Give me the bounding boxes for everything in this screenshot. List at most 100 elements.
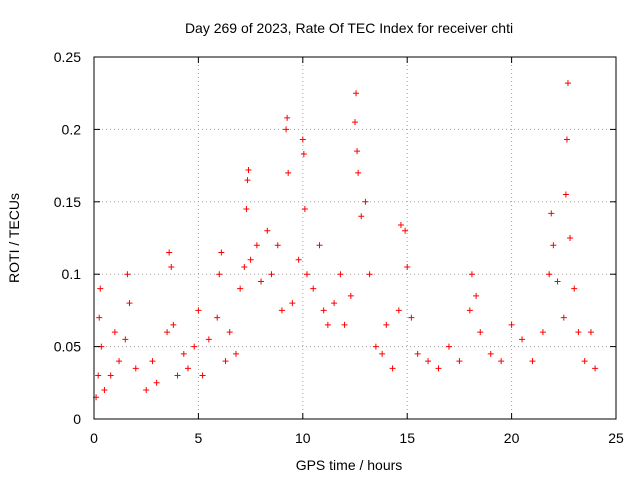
data-point xyxy=(539,329,546,336)
data-point xyxy=(466,307,473,314)
data-point xyxy=(562,191,569,198)
data-point xyxy=(166,249,173,256)
data-point xyxy=(122,336,129,343)
data-point xyxy=(180,350,187,357)
data-point xyxy=(408,314,415,321)
data-point xyxy=(274,242,281,249)
data-point xyxy=(285,169,292,176)
data-point xyxy=(477,329,484,336)
chart-title: Day 269 of 2023, Rate Of TEC Index for r… xyxy=(185,20,513,36)
data-point xyxy=(243,206,250,213)
data-point xyxy=(310,285,317,292)
data-point xyxy=(554,278,561,285)
data-point xyxy=(205,336,212,343)
x-tick-label: 20 xyxy=(504,430,520,446)
data-point xyxy=(402,227,409,234)
y-tick-label: 0.2 xyxy=(62,121,82,137)
x-tick-label: 15 xyxy=(399,430,415,446)
data-point xyxy=(425,358,432,365)
data-point xyxy=(563,136,570,143)
data-point xyxy=(124,271,131,278)
data-point xyxy=(199,372,206,379)
axis-layer: 0 5 10 15 20 25 0 0.05 0.1 0.15 0.2 0.25 xyxy=(54,49,624,446)
data-point xyxy=(258,278,265,285)
data-point xyxy=(214,314,221,321)
data-point xyxy=(268,271,275,278)
data-point xyxy=(299,136,306,143)
data-point xyxy=(353,90,360,97)
data-point xyxy=(341,321,348,328)
data-point xyxy=(300,151,307,158)
data-point xyxy=(337,271,344,278)
data-point xyxy=(132,365,139,372)
y-axis-label: ROTI / TECUs xyxy=(6,193,22,283)
data-point xyxy=(372,343,379,350)
x-tick-label: 10 xyxy=(295,430,311,446)
data-point xyxy=(245,166,252,173)
data-point xyxy=(247,256,254,263)
data-point xyxy=(587,329,594,336)
data-point xyxy=(107,372,114,379)
data-point xyxy=(149,358,156,365)
data-point xyxy=(97,285,104,292)
data-point xyxy=(395,307,402,314)
data-point xyxy=(284,114,291,121)
data-point xyxy=(116,358,123,365)
data-point xyxy=(295,256,302,263)
data-point xyxy=(95,372,102,379)
data-point xyxy=(383,321,390,328)
data-point xyxy=(366,271,373,278)
y-tick-label: 0.15 xyxy=(54,194,81,210)
data-point xyxy=(126,300,133,307)
data-point xyxy=(397,221,404,228)
data-point xyxy=(362,198,369,205)
data-point xyxy=(264,227,271,234)
data-point xyxy=(216,271,223,278)
data-point xyxy=(529,358,536,365)
data-point xyxy=(174,372,181,379)
data-point xyxy=(320,307,327,314)
data-point xyxy=(354,148,361,155)
data-point xyxy=(508,321,515,328)
data-point xyxy=(564,80,571,87)
data-point xyxy=(571,285,578,292)
data-point xyxy=(153,379,160,386)
data-point xyxy=(191,343,198,350)
points-layer xyxy=(93,80,599,401)
data-point xyxy=(232,350,239,357)
data-point xyxy=(168,263,175,270)
data-point xyxy=(548,210,555,217)
data-point xyxy=(96,314,103,321)
data-point xyxy=(226,329,233,336)
x-tick-label: 0 xyxy=(90,430,98,446)
data-point xyxy=(468,271,475,278)
data-point xyxy=(435,365,442,372)
data-point xyxy=(218,249,225,256)
data-point xyxy=(324,321,331,328)
data-point xyxy=(184,365,191,372)
data-point xyxy=(316,242,323,249)
data-point xyxy=(358,213,365,220)
data-point xyxy=(303,271,310,278)
data-point xyxy=(550,242,557,249)
data-point xyxy=(519,336,526,343)
y-tick-label: 0.25 xyxy=(54,49,81,65)
data-point xyxy=(111,329,118,336)
x-tick-label: 5 xyxy=(195,430,203,446)
data-point xyxy=(352,119,358,126)
data-point xyxy=(347,292,354,299)
data-point xyxy=(195,307,202,314)
data-point xyxy=(101,387,108,394)
data-point xyxy=(244,177,251,184)
data-point xyxy=(355,169,362,176)
data-point xyxy=(143,387,150,394)
grid-layer xyxy=(94,57,616,419)
y-tick-label: 0.05 xyxy=(54,339,81,355)
data-point xyxy=(379,350,386,357)
data-point xyxy=(170,321,177,328)
data-point xyxy=(222,358,229,365)
data-point xyxy=(253,242,260,249)
plot-frame xyxy=(93,56,617,420)
data-point xyxy=(575,329,582,336)
